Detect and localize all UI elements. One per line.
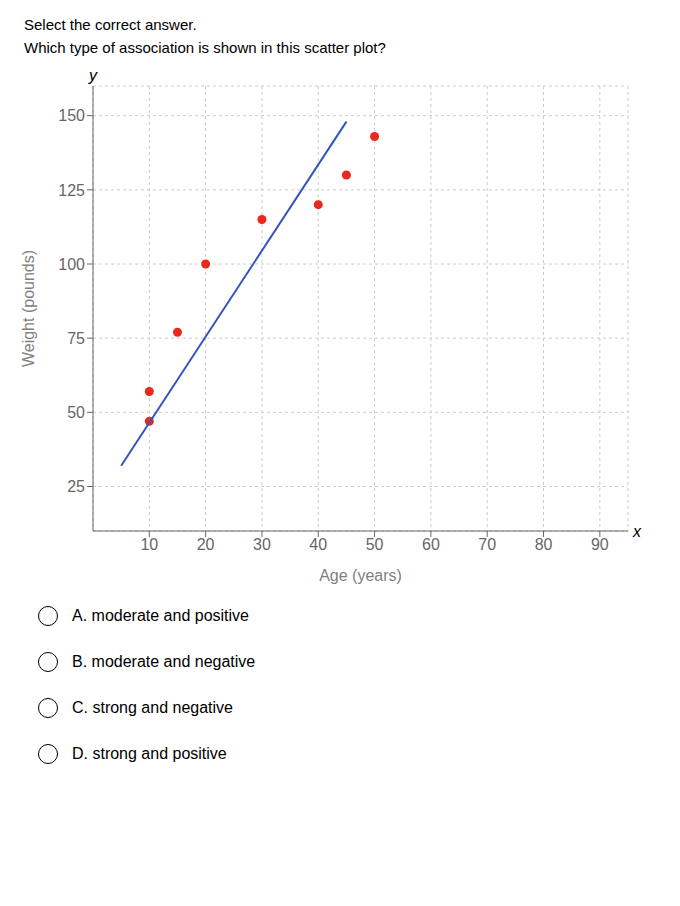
html-text:B. moderate and negative: B. moderate and negative <box>72 653 256 670</box>
svg-text:20: 20 <box>197 536 215 553</box>
svg-text:100: 100 <box>58 256 85 273</box>
svg-text:125: 125 <box>58 182 85 199</box>
svg-text:y: y <box>88 67 98 84</box>
svg-text:40: 40 <box>309 536 327 553</box>
html-text:Select the correct answer.: Select the correct answer. <box>24 16 197 33</box>
svg-text:30: 30 <box>253 536 271 553</box>
svg-text:75: 75 <box>67 330 85 347</box>
svg-text:Weight (pounds): Weight (pounds) <box>20 250 37 367</box>
svg-text:90: 90 <box>591 536 609 553</box>
svg-text:50: 50 <box>67 404 85 421</box>
svg-text:25: 25 <box>67 478 85 495</box>
html-text:A. moderate and positive: A. moderate and positive <box>72 607 249 624</box>
svg-text:10: 10 <box>140 536 158 553</box>
svg-text:150: 150 <box>58 107 85 124</box>
svg-text:x: x <box>632 523 642 540</box>
html-text:Which type of association is s: Which type of association is shown in th… <box>24 39 386 56</box>
html-text:C. strong and negative: C. strong and negative <box>72 699 233 716</box>
svg-text:Age (years): Age (years) <box>319 567 402 584</box>
html-text:D. strong and positive: D. strong and positive <box>72 745 227 762</box>
svg-text:70: 70 <box>478 536 496 553</box>
svg-text:80: 80 <box>535 536 553 553</box>
svg-text:60: 60 <box>422 536 440 553</box>
svg-text:50: 50 <box>366 536 384 553</box>
